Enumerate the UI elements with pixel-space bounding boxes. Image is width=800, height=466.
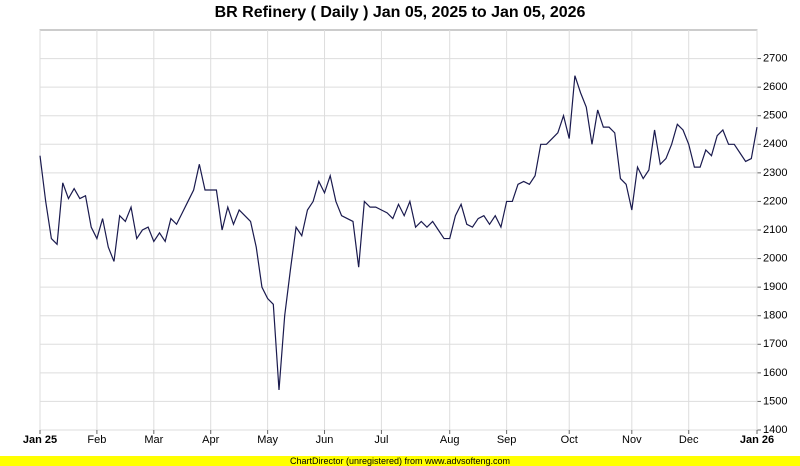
y-tick-label: 2400 xyxy=(763,138,787,150)
x-tick-label: Apr xyxy=(202,434,219,446)
x-tick-label: Mar xyxy=(144,434,163,446)
y-tick-label: 1800 xyxy=(763,310,787,322)
y-tick-label: 1900 xyxy=(763,281,787,293)
y-tick-label: 1500 xyxy=(763,395,787,407)
y-tick-label: 2300 xyxy=(763,167,787,179)
x-tick-label: Jun xyxy=(316,434,334,446)
x-tick-label: Jan 25 xyxy=(23,434,57,446)
y-tick-label: 1600 xyxy=(763,367,787,379)
y-tick-label: 2600 xyxy=(763,81,787,93)
x-tick-label: Jan 26 xyxy=(740,434,774,446)
y-tick-label: 2700 xyxy=(763,52,787,64)
y-tick-label: 1400 xyxy=(763,424,787,436)
x-tick-label: Dec xyxy=(679,434,699,446)
y-tick-label: 1700 xyxy=(763,338,787,350)
footer-bar xyxy=(0,456,800,466)
x-tick-label: May xyxy=(257,434,278,446)
x-tick-label: Aug xyxy=(440,434,460,446)
footer: ChartDirector (unregistered) from www.ad… xyxy=(290,456,510,466)
x-tick-label: Nov xyxy=(622,434,642,446)
x-tick-label: Jul xyxy=(374,434,388,446)
y-tick-label: 2000 xyxy=(763,252,787,264)
x-tick-label: Feb xyxy=(87,434,106,446)
chart-title: BR Refinery ( Daily ) Jan 05, 2025 to Ja… xyxy=(215,4,586,21)
price-line xyxy=(39,75,758,391)
y-tick-label: 2200 xyxy=(763,195,787,207)
x-tick-label: Sep xyxy=(497,434,517,446)
y-tick-label: 2100 xyxy=(763,224,787,236)
y-tick-label: 2500 xyxy=(763,110,787,122)
x-tick-label: Oct xyxy=(561,434,578,446)
